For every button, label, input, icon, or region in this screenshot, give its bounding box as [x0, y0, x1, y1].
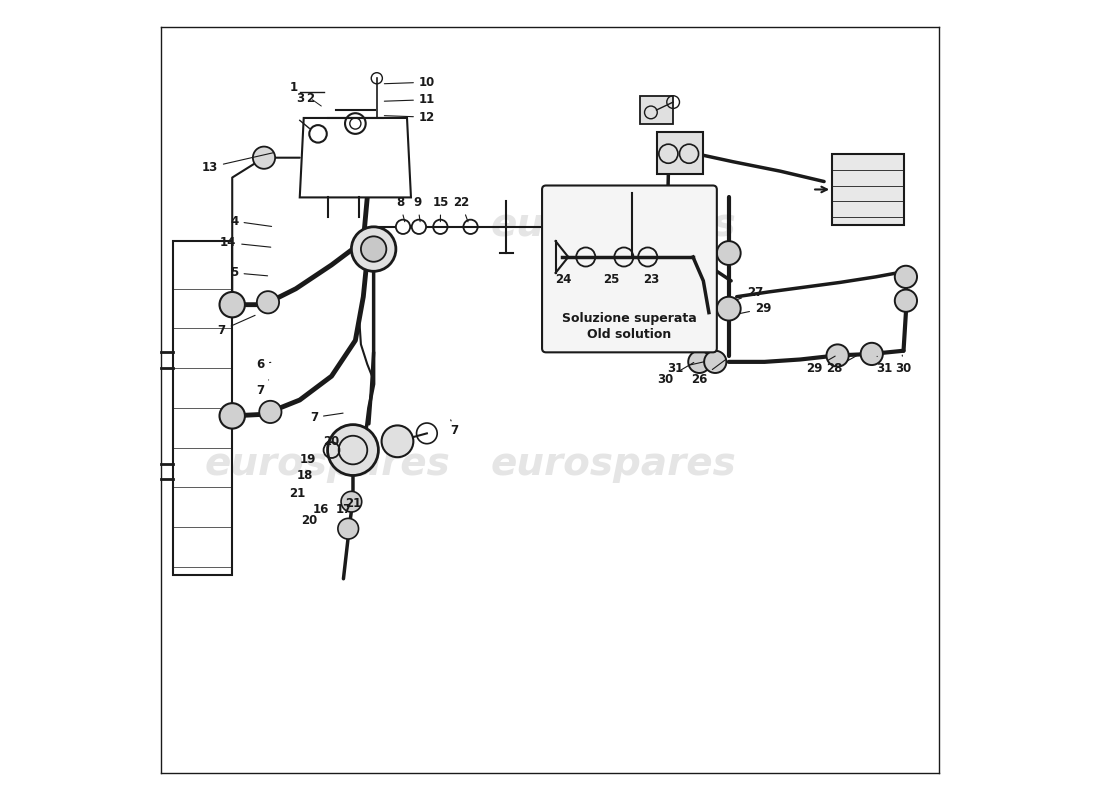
- Text: 14: 14: [220, 236, 271, 250]
- Circle shape: [260, 401, 282, 423]
- Text: 30: 30: [895, 355, 912, 374]
- Text: 26: 26: [691, 359, 726, 386]
- Circle shape: [257, 291, 279, 314]
- Text: 24: 24: [556, 274, 572, 286]
- Text: 21: 21: [345, 497, 361, 510]
- Text: 30: 30: [657, 362, 694, 386]
- Bar: [832, 154, 903, 226]
- Text: eurospares: eurospares: [491, 206, 736, 244]
- Text: 29: 29: [806, 356, 835, 374]
- Text: 15: 15: [432, 197, 449, 222]
- Text: 5: 5: [230, 266, 267, 279]
- FancyBboxPatch shape: [542, 186, 717, 352]
- Text: 12: 12: [384, 110, 436, 124]
- Text: 31: 31: [876, 356, 892, 374]
- Text: 17: 17: [336, 503, 352, 516]
- Circle shape: [717, 297, 740, 321]
- Text: 19: 19: [299, 453, 316, 466]
- Text: 2: 2: [306, 92, 315, 105]
- Text: 23: 23: [642, 274, 659, 286]
- Circle shape: [220, 403, 245, 429]
- Text: 21: 21: [289, 487, 306, 500]
- Circle shape: [351, 227, 396, 271]
- Text: eurospares: eurospares: [491, 445, 736, 482]
- Text: Old solution: Old solution: [587, 327, 672, 341]
- Circle shape: [328, 425, 378, 475]
- Bar: [173, 241, 232, 574]
- Text: 3: 3: [296, 92, 304, 105]
- Circle shape: [341, 491, 362, 512]
- Circle shape: [382, 426, 414, 457]
- Bar: [658, 132, 703, 174]
- Circle shape: [338, 518, 359, 539]
- Text: 8: 8: [396, 197, 405, 222]
- Text: 4: 4: [230, 214, 272, 228]
- Text: 18: 18: [296, 469, 312, 482]
- Text: 25: 25: [603, 274, 619, 286]
- Text: 29: 29: [739, 302, 771, 315]
- Text: 7: 7: [310, 411, 343, 424]
- Text: 6: 6: [256, 358, 271, 370]
- Text: Soluzione superata: Soluzione superata: [562, 312, 696, 325]
- Text: 31: 31: [668, 362, 705, 374]
- Text: 27: 27: [737, 286, 763, 300]
- Circle shape: [396, 220, 410, 234]
- Circle shape: [220, 292, 245, 318]
- Text: 16: 16: [314, 503, 329, 516]
- Text: 9: 9: [414, 197, 421, 222]
- Text: 7: 7: [218, 315, 255, 337]
- Text: 7: 7: [256, 380, 268, 397]
- Circle shape: [826, 344, 849, 366]
- Text: 13: 13: [201, 153, 273, 174]
- Circle shape: [894, 266, 917, 288]
- Circle shape: [253, 146, 275, 169]
- Text: 7: 7: [451, 420, 459, 437]
- Text: 28: 28: [826, 355, 857, 374]
- Circle shape: [704, 350, 726, 373]
- Text: 22: 22: [453, 197, 470, 222]
- Text: eurospares: eurospares: [205, 445, 450, 482]
- Text: 11: 11: [384, 93, 436, 106]
- Text: 20: 20: [323, 435, 340, 448]
- Text: 10: 10: [384, 76, 436, 89]
- Text: 20: 20: [301, 514, 318, 527]
- Polygon shape: [300, 118, 411, 198]
- Circle shape: [411, 220, 426, 234]
- Bar: [640, 96, 673, 123]
- Circle shape: [717, 241, 740, 265]
- Circle shape: [361, 236, 386, 262]
- Circle shape: [894, 290, 917, 312]
- Circle shape: [689, 350, 711, 373]
- Text: 1: 1: [290, 82, 298, 94]
- Circle shape: [860, 342, 883, 365]
